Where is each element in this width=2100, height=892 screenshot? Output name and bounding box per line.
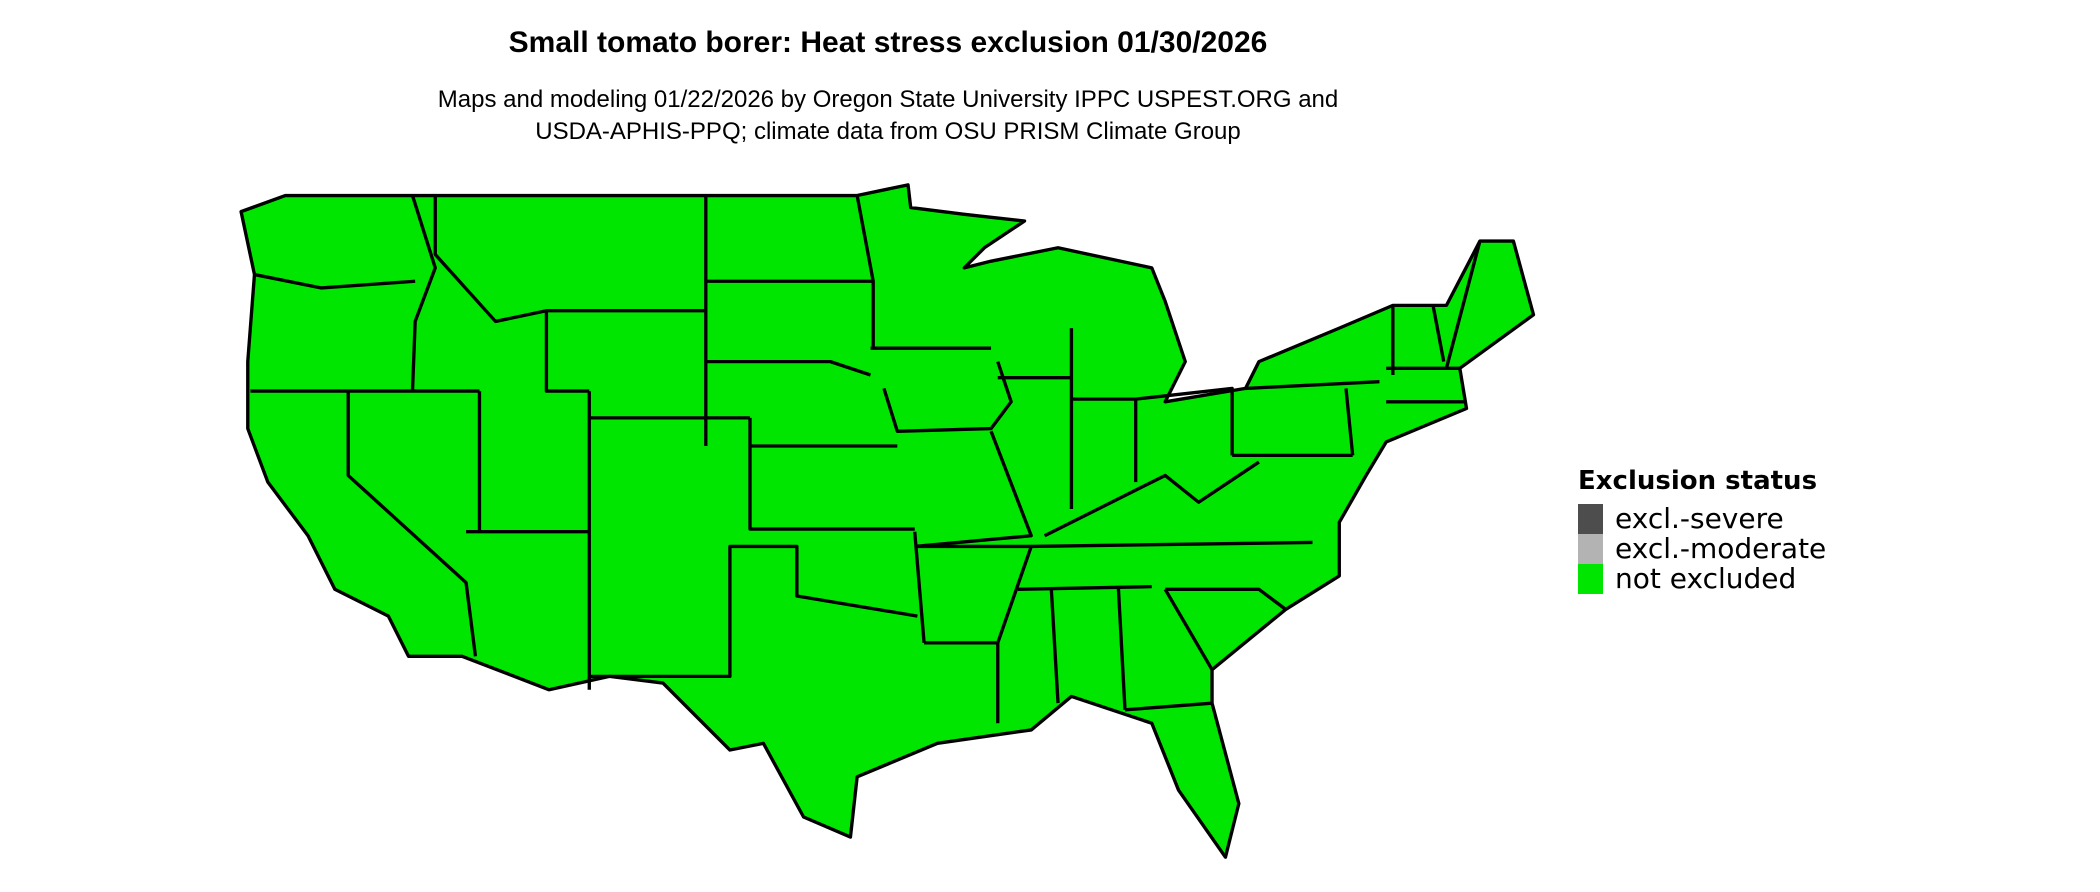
map-subtitle: Maps and modeling 01/22/2026 by Oregon S…	[0, 84, 1776, 148]
subtitle-line-1: Maps and modeling 01/22/2026 by Oregon S…	[437, 86, 1339, 113]
state-border	[1031, 540, 1313, 549]
state-border	[1163, 588, 1214, 671]
state-border	[1135, 386, 1234, 456]
legend-label: excl.-moderate	[1615, 532, 1827, 565]
state-border	[410, 195, 437, 392]
state-border	[1444, 240, 1482, 369]
state-border	[1431, 305, 1446, 362]
state-border	[1124, 701, 1213, 712]
state-border	[1245, 380, 1380, 391]
state-border	[254, 272, 416, 290]
state-border	[544, 310, 590, 393]
map-title: Small tomato borer: Heat stress exclusio…	[508, 26, 1268, 59]
state-border	[914, 430, 1033, 549]
state-border	[433, 195, 706, 324]
legend-item-moderate: excl.-moderate	[1578, 534, 1826, 564]
state-border	[346, 391, 478, 657]
state-border	[914, 544, 1033, 645]
state-border	[1071, 397, 1138, 483]
legend: Exclusion status excl.-severe excl.-mode…	[1578, 466, 1826, 594]
state-border	[882, 361, 1013, 433]
legend-label: not excluded	[1615, 562, 1797, 595]
state-border	[1116, 586, 1127, 710]
us-outline	[239, 183, 1536, 859]
state-border	[1344, 388, 1355, 456]
state-borders	[250, 195, 1482, 724]
state-border	[1165, 587, 1287, 611]
legend-label: excl.-severe	[1615, 502, 1784, 535]
legend-swatch-moderate	[1578, 534, 1603, 564]
state-border	[1017, 584, 1152, 591]
state-border	[1049, 589, 1060, 704]
state-border	[1043, 460, 1260, 538]
state-border	[913, 531, 926, 644]
legend-item-severe: excl.-severe	[1578, 504, 1826, 534]
legend-swatch-not-excluded	[1578, 564, 1603, 594]
subtitle-line-2: USDA-APHIS-PPQ; climate data from OSU PR…	[535, 118, 1241, 145]
state-border	[589, 544, 918, 679]
legend-title: Exclusion status	[1578, 466, 1818, 496]
state-border	[855, 195, 875, 349]
state-border	[748, 417, 915, 531]
legend-swatch-severe	[1578, 504, 1603, 534]
state-border	[705, 359, 872, 377]
legend-item-not-excluded: not excluded	[1578, 564, 1826, 594]
